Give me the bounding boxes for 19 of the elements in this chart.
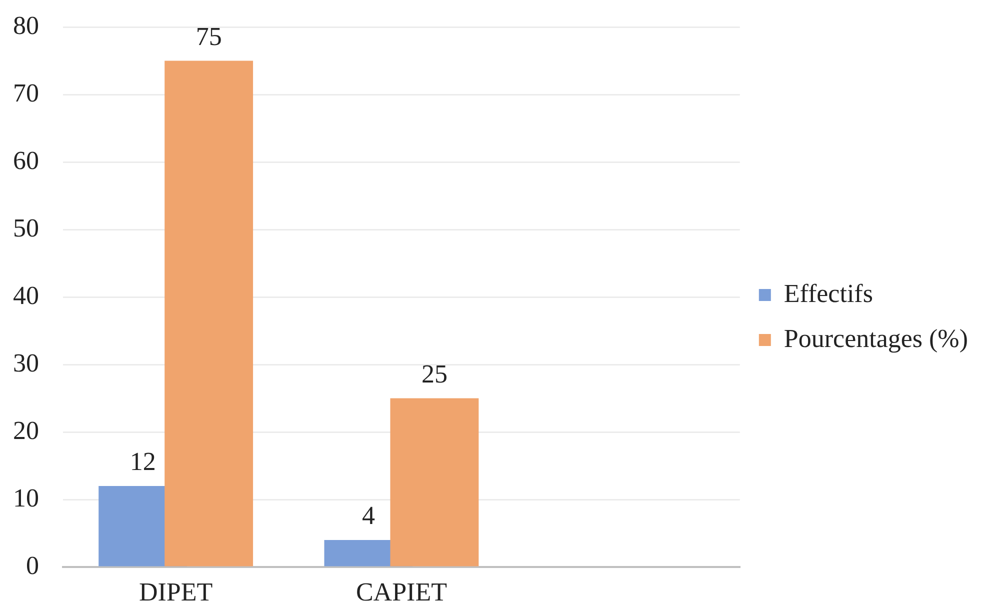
y-tick-label: 60 [13,146,39,175]
x-tick-label: DIPET [138,577,213,606]
bar [390,398,479,566]
y-tick-label: 30 [13,348,39,378]
legend-label: Effectifs [784,278,873,308]
y-tick-label: 20 [13,416,39,445]
bar [164,60,254,566]
y-tick-label: 0 [26,550,39,580]
data-label: 75 [196,22,222,51]
y-tick-label: 10 [13,483,39,512]
y-tick-label: 50 [13,213,39,242]
data-label: 25 [421,359,448,388]
y-tick-label: 40 [13,280,39,310]
y-tick-label: 80 [13,10,39,40]
data-label: 4 [362,501,375,530]
legend-label: Pourcentages (%) [784,324,968,353]
data-label: 12 [130,447,156,476]
x-tick-label: CAPIET [356,577,448,606]
y-tick-label: 70 [13,78,39,108]
